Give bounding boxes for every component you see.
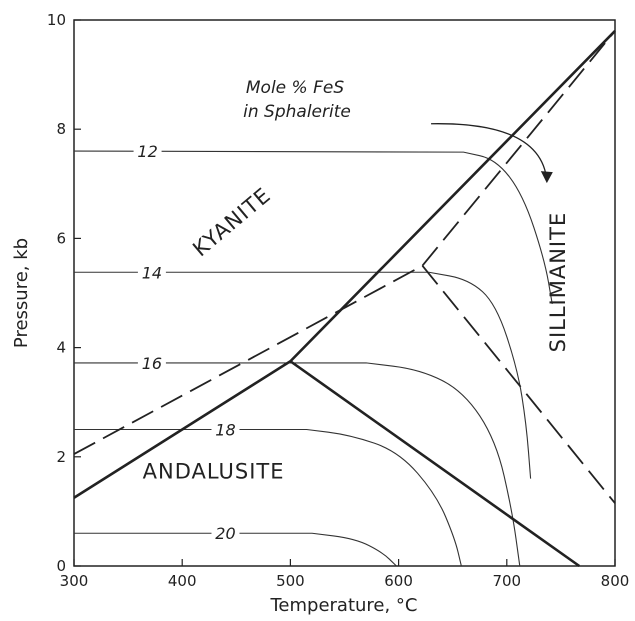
isopleth-line-18 (74, 428, 462, 567)
y-tick-label: 10 (47, 11, 66, 29)
isopleth-label-12: 12 (137, 142, 157, 161)
y-tick-label: 0 (56, 557, 66, 575)
x-tick-label: 800 (601, 572, 630, 590)
isopleth-label-gap (211, 525, 240, 542)
x-tick-label: 700 (492, 572, 521, 590)
y-axis-title: Pressure, kb (11, 238, 32, 348)
phase-boundary-dashed (73, 30, 616, 455)
plot-frame (73, 19, 616, 567)
y-tick-label: 4 (56, 339, 66, 357)
isopleth-label-gap (133, 143, 162, 160)
x-tick-label: 400 (168, 572, 197, 590)
isopleth-line-12 (73, 150, 553, 305)
isopleth-line-14 (74, 271, 532, 479)
y-tick-label: 6 (56, 229, 66, 247)
isopleth-label-gap (211, 421, 240, 438)
isopleth-label-gap (137, 354, 166, 371)
annotation-line-1: Mole % FeS (246, 78, 344, 98)
isopleth-line-16 (74, 362, 521, 567)
annotation-arrow-line (431, 123, 548, 182)
isopleth-label-16: 16 (142, 354, 162, 373)
phase-boundary-solid (289, 360, 581, 568)
y-tick-label: 8 (56, 120, 66, 138)
field-label-andalusite: ANDALUSITE (143, 460, 285, 484)
x-tick-label: 300 (60, 572, 89, 590)
annotation-arrow-head (540, 171, 553, 184)
x-tick-label: 600 (384, 572, 413, 590)
phase-boundary-dashed (421, 265, 616, 504)
field-label-sillimanite: SILLIMANITE (546, 212, 570, 353)
isopleth-line-20 (74, 532, 397, 567)
y-tick-label: 2 (56, 448, 66, 466)
x-tick-label: 500 (276, 572, 305, 590)
isopleth-label-20: 20 (215, 524, 235, 543)
annotation-line-2: in Sphalerite (243, 102, 351, 122)
x-axis-title: Temperature, °C (269, 595, 417, 616)
field-label-kyanite: KYANITE (188, 183, 275, 262)
isopleth-label-gap (137, 264, 166, 281)
isopleth-label-18: 18 (215, 421, 235, 440)
isopleth-label-14: 14 (142, 263, 162, 282)
